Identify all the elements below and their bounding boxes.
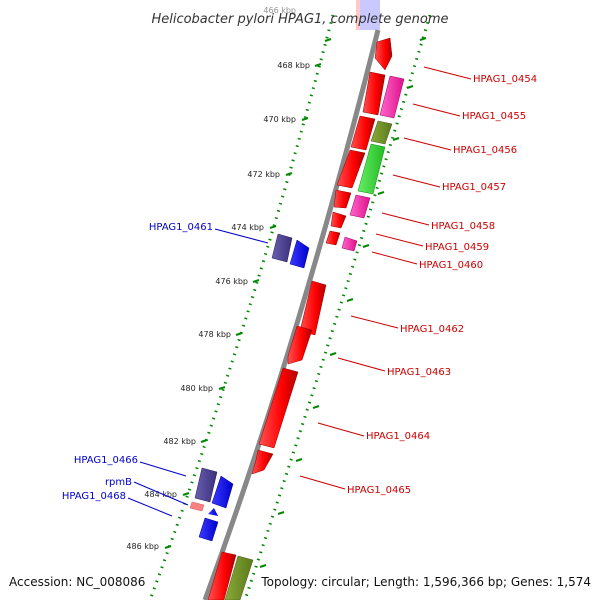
tick-label-478: 478 kbp bbox=[198, 330, 231, 339]
gene-label-0468: HPAG1_0468 bbox=[62, 491, 126, 502]
gene-arrow-0462 bbox=[299, 280, 327, 336]
gene-label-0458: HPAG1_0458 bbox=[431, 221, 495, 232]
gene-arrow-0457a bbox=[336, 149, 366, 189]
topology-text: Topology: circular; Length: 1,596,366 bp… bbox=[260, 575, 591, 589]
gene-label-0461: HPAG1_0461 bbox=[149, 222, 213, 233]
gene-arrow-0466b bbox=[211, 475, 234, 509]
tick-label-484: 484 kbp bbox=[144, 490, 177, 499]
right-dotted-track bbox=[243, 14, 432, 600]
tick-label-476: 476 kbp bbox=[215, 277, 248, 286]
gene-arrow-0460 bbox=[325, 230, 341, 246]
gene-label-0465: HPAG1_0465 bbox=[347, 485, 411, 496]
left-dotted-track bbox=[148, 14, 335, 600]
tick-label-470: 470 kbp bbox=[263, 115, 296, 124]
tick-label-482: 482 kbp bbox=[163, 437, 196, 446]
gene-arrow-bottom-red bbox=[207, 551, 237, 600]
gene-arrow-0457 bbox=[357, 143, 386, 195]
gene-label-0462: HPAG1_0462 bbox=[400, 324, 464, 335]
gene-arrow-0459 bbox=[341, 236, 358, 252]
gene-arrow-0464 bbox=[258, 367, 299, 449]
genome-backbone bbox=[202, 29, 381, 600]
gene-label-0454: HPAG1_0454 bbox=[473, 74, 537, 85]
gene-label-0459: HPAG1_0459 bbox=[425, 242, 489, 253]
gene-arrow-0461 bbox=[289, 239, 310, 269]
gene-arrow-0458a bbox=[333, 189, 352, 209]
gene-label-0466: HPAG1_0466 bbox=[74, 455, 138, 466]
gene-arrow-0455 bbox=[379, 75, 405, 119]
right-leaders bbox=[299, 66, 472, 490]
tick-label-472: 472 kbp bbox=[247, 170, 280, 179]
faded-genes-top bbox=[356, 0, 380, 30]
gene-arrow-0466 bbox=[194, 467, 218, 503]
gene-label-0460: HPAG1_0460 bbox=[419, 260, 483, 271]
gene-arrow-0461a bbox=[271, 233, 293, 263]
gene-arrow-0458 bbox=[349, 194, 371, 219]
tick-label-486: 486 kbp bbox=[126, 542, 159, 551]
gene-label-rpmB: rpmB bbox=[105, 477, 132, 488]
accession-text: Accession: NC_008086 bbox=[9, 575, 145, 589]
gene-label-0463: HPAG1_0463 bbox=[387, 367, 451, 378]
gene-arrow-0459a bbox=[330, 211, 347, 229]
tick-label-480: 480 kbp bbox=[180, 384, 213, 393]
gene-arrow-0455b bbox=[350, 115, 376, 151]
left-leaders bbox=[127, 228, 269, 517]
tick-label-466: 466 kbp bbox=[263, 6, 296, 15]
gene-arrow-0454 bbox=[374, 37, 393, 71]
map-title: Helicobacter pylori HPAG1, complete geno… bbox=[151, 12, 448, 27]
gene-label-0464: HPAG1_0464 bbox=[366, 431, 430, 442]
tick-label-468: 468 kbp bbox=[277, 61, 310, 70]
gene-arrow-0456 bbox=[370, 120, 393, 145]
tick-marks bbox=[164, 37, 427, 568]
gene-arrow-0463 bbox=[287, 325, 313, 365]
gene-label-0456: HPAG1_0456 bbox=[453, 145, 517, 156]
gene-arrow-bottom-olive bbox=[224, 555, 254, 600]
gene-arrow-0468a bbox=[208, 508, 218, 516]
gene-label-0457: HPAG1_0457 bbox=[442, 182, 506, 193]
gene-arrow-rpmB bbox=[189, 501, 205, 512]
gene-arrow-0454b bbox=[362, 71, 386, 116]
forward-genes bbox=[207, 37, 405, 600]
tick-label-474: 474 kbp bbox=[231, 223, 264, 232]
reverse-genes bbox=[189, 233, 310, 542]
gene-arrow-0465 bbox=[251, 449, 274, 475]
gene-label-0455: HPAG1_0455 bbox=[462, 111, 526, 122]
gene-arrow-0468 bbox=[198, 517, 219, 542]
